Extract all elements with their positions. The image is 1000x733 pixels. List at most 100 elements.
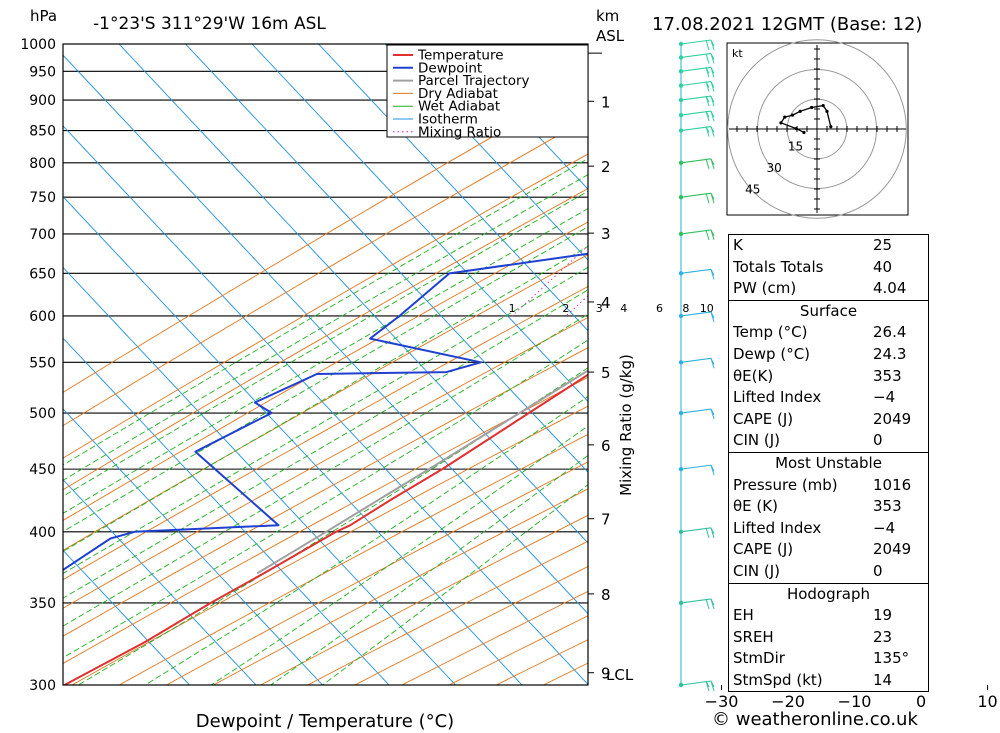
km-tick-label: 3: [601, 225, 611, 243]
km-tick-label: 8: [601, 586, 611, 604]
wet-adiabat-line: [63, 245, 588, 553]
mixing-ratio-label: 8: [682, 302, 689, 315]
wet-adiabat-line: [63, 289, 588, 599]
surface-temp-label: Temp (°C): [733, 323, 808, 342]
isotherm-line: [63, 549, 190, 685]
wind-barb-flag: [705, 95, 710, 103]
km-tick-label: 9: [601, 665, 611, 683]
wind-barb: [678, 110, 715, 122]
mu-theta-value: 353: [873, 497, 902, 516]
wind-barb-flag: [705, 81, 710, 88]
hodograph-point: [810, 105, 814, 110]
wind-barb-flag: [710, 53, 715, 60]
dry-adiabat-line: [213, 488, 588, 685]
mixing-ratio-label: 6: [656, 302, 663, 315]
wind-barb-flag: [705, 126, 710, 133]
wind-barb-flag: [705, 193, 710, 204]
wind-barb: [678, 408, 715, 420]
x-axis-title: Dewpoint / Temperature (°C): [196, 711, 454, 732]
wet-adiabat-line: [63, 207, 588, 514]
wind-barb-flag: [710, 95, 715, 103]
wind-barb: [678, 311, 715, 323]
pw-value: 4.04: [873, 279, 907, 298]
wind-barb: [678, 52, 715, 64]
km-tick-label: 5: [601, 364, 611, 382]
series-temperature: [64, 373, 588, 685]
pressure-tick-label: 500: [29, 406, 56, 422]
hodograph-point: [825, 109, 829, 113]
km-tick-label: 2: [601, 158, 611, 176]
pressure-tick-label: 300: [29, 678, 56, 694]
surface-theta-value: 353: [873, 366, 902, 385]
location-title: -1°23'S 311°29'W 16m ASL: [93, 14, 326, 34]
pressure-tick-label: 900: [29, 93, 56, 109]
temp-tick-label: −20: [771, 692, 805, 711]
hodograph-point: [779, 121, 783, 125]
wind-barb-flag: [710, 680, 715, 688]
series-dewpoint: [63, 252, 588, 572]
wind-barb-flag: [710, 158, 715, 166]
wind-barb-flag: [705, 39, 710, 51]
wind-barb-flag: [705, 158, 710, 169]
wind-barb: [678, 229, 715, 241]
wind-barb-dot: [678, 83, 684, 88]
mixing-ratio-axis-title: Mixing Ratio (g/kg): [617, 354, 635, 496]
wind-barb-flag: [710, 598, 715, 606]
temp-tick-label: 10: [977, 692, 997, 711]
hodograph-point: [794, 127, 798, 131]
totals-totals-label: Totals Totals: [733, 257, 824, 276]
isotherm-line: [118, 44, 588, 544]
wet-adiabat-line: [63, 158, 588, 466]
wind-barb-staff: [680, 408, 712, 414]
wet-adiabat-line: [63, 266, 588, 574]
wind-barb: [678, 192, 715, 204]
series-parcel-trajectory: [256, 369, 588, 575]
mu-theta-label: θE (K): [733, 497, 778, 516]
wind-barb-flag: [710, 81, 715, 88]
hodograph-unit-label: kt: [732, 47, 743, 60]
surface-theta-label: θE(K): [733, 366, 774, 385]
mixing-ratio-label: 2: [562, 302, 569, 315]
isotherm-line: [318, 44, 588, 332]
mu-pressure-label: Pressure (mb): [733, 475, 838, 494]
surface-cin-value: 0: [873, 431, 883, 450]
legend-label: Mixing Ratio: [418, 124, 501, 140]
dry-adiabat-line: [63, 117, 588, 427]
wind-barb-flag: [710, 126, 715, 133]
wind-barb-flag: [705, 110, 710, 118]
hodograph-point: [802, 130, 806, 135]
k-index-value: 25: [873, 236, 893, 254]
hodograph-point: [821, 103, 825, 108]
wind-barb-flag: [705, 527, 710, 538]
wind-barb-staff: [680, 311, 712, 317]
wind-barb-flag: [710, 229, 715, 237]
wind-barb-flag: [710, 464, 715, 472]
pressure-tick-label: 400: [29, 525, 56, 541]
wind-barb-flag: [710, 110, 715, 118]
legend-label: Parcel Trajectory: [418, 73, 530, 89]
wind-barb: [678, 39, 715, 51]
credit-link[interactable]: © weatheronline.co.uk: [712, 709, 918, 730]
hodograph-trace: [779, 104, 832, 133]
dry-adiabat-line: [166, 461, 588, 685]
background-lines: [63, 44, 588, 685]
totals-totals-row: Totals Totals 40: [729, 257, 928, 279]
isotherm-line: [63, 478, 257, 685]
axes: 3003504004505005506006507007508008509009…: [20, 37, 997, 711]
temp-tick-label: 0: [916, 692, 926, 711]
wind-barb: [678, 125, 715, 137]
surface-dewp-value: 24.3: [873, 344, 907, 363]
isotherm-line: [185, 44, 588, 473]
isotherm-line: [384, 44, 588, 261]
temp-tick-label: −10: [838, 692, 872, 711]
mixing-ratio-label: 4: [620, 302, 627, 315]
totals-totals-value: 40: [873, 257, 893, 276]
dry-adiabat-line: [63, 153, 588, 459]
km-tick-label: 7: [601, 511, 611, 529]
mu-pressure-value: 1016: [873, 475, 912, 494]
k-index-row: K 25: [729, 235, 928, 257]
sreh-label: SREH: [733, 627, 774, 646]
pressure-unit-label: hPa: [30, 7, 57, 25]
hodograph-ring-label: 45: [745, 182, 760, 196]
